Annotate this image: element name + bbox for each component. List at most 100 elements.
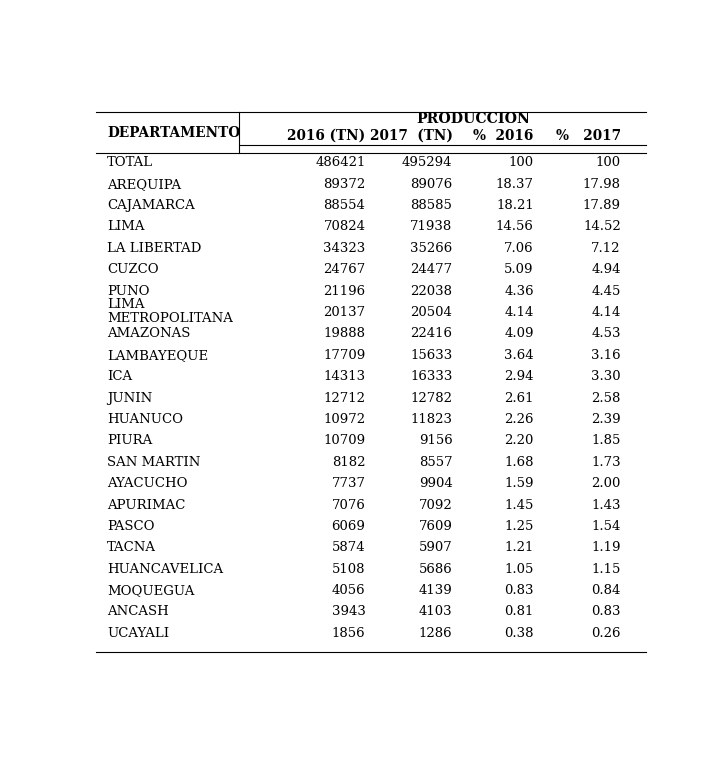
Text: 22038: 22038 bbox=[411, 285, 452, 298]
Text: 20137: 20137 bbox=[324, 306, 366, 319]
Text: 2.94: 2.94 bbox=[505, 370, 534, 384]
Text: 1.15: 1.15 bbox=[592, 562, 620, 575]
Text: LIMA: LIMA bbox=[107, 298, 145, 311]
Text: 1.25: 1.25 bbox=[505, 520, 534, 533]
Text: 1.21: 1.21 bbox=[505, 541, 534, 554]
Text: 7737: 7737 bbox=[332, 477, 366, 490]
Text: 4.09: 4.09 bbox=[505, 327, 534, 340]
Text: 2.26: 2.26 bbox=[505, 413, 534, 426]
Text: 3.64: 3.64 bbox=[504, 349, 534, 361]
Text: 4139: 4139 bbox=[418, 584, 452, 597]
Text: 5874: 5874 bbox=[332, 541, 366, 554]
Text: 0.84: 0.84 bbox=[592, 584, 620, 597]
Text: 15633: 15633 bbox=[411, 349, 452, 361]
Text: 3.16: 3.16 bbox=[591, 349, 620, 361]
Text: 14313: 14313 bbox=[324, 370, 366, 384]
Text: %   2017: % 2017 bbox=[555, 129, 620, 143]
Text: 12712: 12712 bbox=[324, 392, 366, 405]
Text: 1.73: 1.73 bbox=[591, 456, 620, 469]
Text: 1.05: 1.05 bbox=[505, 562, 534, 575]
Text: 14.52: 14.52 bbox=[583, 221, 620, 234]
Text: 1.59: 1.59 bbox=[505, 477, 534, 490]
Text: 0.26: 0.26 bbox=[592, 627, 620, 640]
Text: 88554: 88554 bbox=[324, 199, 366, 212]
Text: 19888: 19888 bbox=[324, 327, 366, 340]
Text: 8557: 8557 bbox=[418, 456, 452, 469]
Text: 4103: 4103 bbox=[418, 606, 452, 619]
Text: 5108: 5108 bbox=[332, 562, 366, 575]
Text: 5907: 5907 bbox=[418, 541, 452, 554]
Text: 20504: 20504 bbox=[411, 306, 452, 319]
Text: 8182: 8182 bbox=[332, 456, 366, 469]
Text: 3.30: 3.30 bbox=[591, 370, 620, 384]
Text: 2.20: 2.20 bbox=[505, 435, 534, 447]
Text: 9904: 9904 bbox=[418, 477, 452, 490]
Text: 0.83: 0.83 bbox=[505, 584, 534, 597]
Text: 7076: 7076 bbox=[332, 498, 366, 511]
Text: PIURA: PIURA bbox=[107, 435, 153, 447]
Text: 34323: 34323 bbox=[323, 242, 366, 255]
Text: 1.54: 1.54 bbox=[592, 520, 620, 533]
Text: 7609: 7609 bbox=[418, 520, 452, 533]
Text: LAMBAYEQUE: LAMBAYEQUE bbox=[107, 349, 209, 361]
Text: 10972: 10972 bbox=[324, 413, 366, 426]
Text: MOQUEGUA: MOQUEGUA bbox=[107, 584, 195, 597]
Text: AREQUIPA: AREQUIPA bbox=[107, 178, 182, 191]
Text: 10709: 10709 bbox=[324, 435, 366, 447]
Text: 35266: 35266 bbox=[411, 242, 452, 255]
Text: HUANCAVELICA: HUANCAVELICA bbox=[107, 562, 224, 575]
Text: 22416: 22416 bbox=[411, 327, 452, 340]
Text: 1.43: 1.43 bbox=[592, 498, 620, 511]
Text: 88585: 88585 bbox=[411, 199, 452, 212]
Text: 4.36: 4.36 bbox=[504, 285, 534, 298]
Text: METROPOLITANA: METROPOLITANA bbox=[107, 312, 233, 325]
Text: LIMA: LIMA bbox=[107, 221, 145, 234]
Text: AMAZONAS: AMAZONAS bbox=[107, 327, 190, 340]
Text: 4.45: 4.45 bbox=[592, 285, 620, 298]
Text: 24477: 24477 bbox=[411, 263, 452, 276]
Text: HUANUCO: HUANUCO bbox=[107, 413, 183, 426]
Text: CUZCO: CUZCO bbox=[107, 263, 159, 276]
Text: 1856: 1856 bbox=[332, 627, 366, 640]
Text: 4056: 4056 bbox=[332, 584, 366, 597]
Text: 17.89: 17.89 bbox=[583, 199, 620, 212]
Text: 1.68: 1.68 bbox=[505, 456, 534, 469]
Text: 0.38: 0.38 bbox=[505, 627, 534, 640]
Text: 486421: 486421 bbox=[315, 156, 366, 169]
Text: CAJAMARCA: CAJAMARCA bbox=[107, 199, 195, 212]
Text: 3943: 3943 bbox=[332, 606, 366, 619]
Text: 71938: 71938 bbox=[411, 221, 452, 234]
Text: 7092: 7092 bbox=[418, 498, 452, 511]
Text: 5.09: 5.09 bbox=[505, 263, 534, 276]
Text: 1.85: 1.85 bbox=[592, 435, 620, 447]
Text: ICA: ICA bbox=[107, 370, 132, 384]
Text: 2017  (TN): 2017 (TN) bbox=[369, 129, 452, 143]
Text: 4.94: 4.94 bbox=[592, 263, 620, 276]
Text: 2.00: 2.00 bbox=[592, 477, 620, 490]
Text: 17.98: 17.98 bbox=[583, 178, 620, 191]
Text: 6069: 6069 bbox=[332, 520, 366, 533]
Text: JUNIN: JUNIN bbox=[107, 392, 153, 405]
Text: 0.83: 0.83 bbox=[592, 606, 620, 619]
Text: 17709: 17709 bbox=[323, 349, 366, 361]
Text: 100: 100 bbox=[596, 156, 620, 169]
Text: 18.37: 18.37 bbox=[496, 178, 534, 191]
Text: 12782: 12782 bbox=[411, 392, 452, 405]
Text: 1286: 1286 bbox=[418, 627, 452, 640]
Text: 89372: 89372 bbox=[323, 178, 366, 191]
Text: 1.45: 1.45 bbox=[505, 498, 534, 511]
Text: 89076: 89076 bbox=[411, 178, 452, 191]
Text: 9156: 9156 bbox=[418, 435, 452, 447]
Text: 16333: 16333 bbox=[410, 370, 452, 384]
Text: PUNO: PUNO bbox=[107, 285, 150, 298]
Text: 11823: 11823 bbox=[411, 413, 452, 426]
Text: 7.12: 7.12 bbox=[592, 242, 620, 255]
Text: 2.58: 2.58 bbox=[592, 392, 620, 405]
Text: LA LIBERTAD: LA LIBERTAD bbox=[107, 242, 202, 255]
Text: 2.39: 2.39 bbox=[591, 413, 620, 426]
Text: 2016 (TN): 2016 (TN) bbox=[287, 129, 366, 143]
Text: APURIMAC: APURIMAC bbox=[107, 498, 186, 511]
Text: 4.14: 4.14 bbox=[505, 306, 534, 319]
Text: PRODUCCION: PRODUCCION bbox=[416, 113, 531, 126]
Text: 2.61: 2.61 bbox=[505, 392, 534, 405]
